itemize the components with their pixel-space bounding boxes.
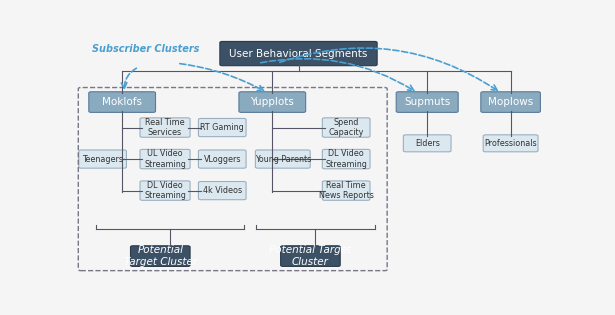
Text: Subscriber Clusters: Subscriber Clusters <box>92 44 200 54</box>
FancyBboxPatch shape <box>79 150 127 168</box>
FancyBboxPatch shape <box>481 92 541 112</box>
Text: Elders: Elders <box>415 139 440 148</box>
Text: RT Gaming: RT Gaming <box>200 123 244 132</box>
Text: Spend
Capacity: Spend Capacity <box>328 118 364 137</box>
FancyBboxPatch shape <box>220 42 377 66</box>
FancyBboxPatch shape <box>130 246 190 266</box>
FancyBboxPatch shape <box>483 135 538 152</box>
FancyBboxPatch shape <box>322 181 370 200</box>
FancyBboxPatch shape <box>199 118 246 137</box>
Text: Young Parents: Young Parents <box>255 155 311 163</box>
Text: 4k Videos: 4k Videos <box>203 186 242 195</box>
FancyBboxPatch shape <box>322 149 370 169</box>
Text: Potential
Target Cluster: Potential Target Cluster <box>124 245 197 267</box>
FancyBboxPatch shape <box>199 181 246 200</box>
Text: Yupplots: Yupplots <box>250 97 294 107</box>
FancyBboxPatch shape <box>396 92 458 112</box>
FancyBboxPatch shape <box>403 135 451 152</box>
Text: DL Video
Streaming: DL Video Streaming <box>325 149 367 169</box>
Text: Teenagers: Teenagers <box>82 155 123 163</box>
FancyBboxPatch shape <box>140 118 190 137</box>
FancyBboxPatch shape <box>140 181 190 200</box>
Text: UL Video
Streaming: UL Video Streaming <box>144 149 186 169</box>
FancyBboxPatch shape <box>322 118 370 137</box>
FancyBboxPatch shape <box>89 92 156 112</box>
Text: Professionals: Professionals <box>484 139 537 148</box>
FancyBboxPatch shape <box>199 150 246 168</box>
Text: Real Time
News Reports: Real Time News Reports <box>319 181 373 200</box>
Text: Supmuts: Supmuts <box>404 97 450 107</box>
Text: Real Time
Services: Real Time Services <box>145 118 185 137</box>
Text: User Behavioral Segments: User Behavioral Segments <box>229 49 368 59</box>
Text: Moklofs: Moklofs <box>102 97 142 107</box>
Text: Moplows: Moplows <box>488 97 533 107</box>
Text: VLoggers: VLoggers <box>204 155 241 163</box>
FancyBboxPatch shape <box>255 150 310 168</box>
Text: Potential Target
Cluster: Potential Target Cluster <box>269 245 352 267</box>
FancyBboxPatch shape <box>280 246 340 266</box>
Text: DL Video
Streaming: DL Video Streaming <box>144 181 186 200</box>
FancyBboxPatch shape <box>239 92 306 112</box>
FancyBboxPatch shape <box>140 149 190 169</box>
